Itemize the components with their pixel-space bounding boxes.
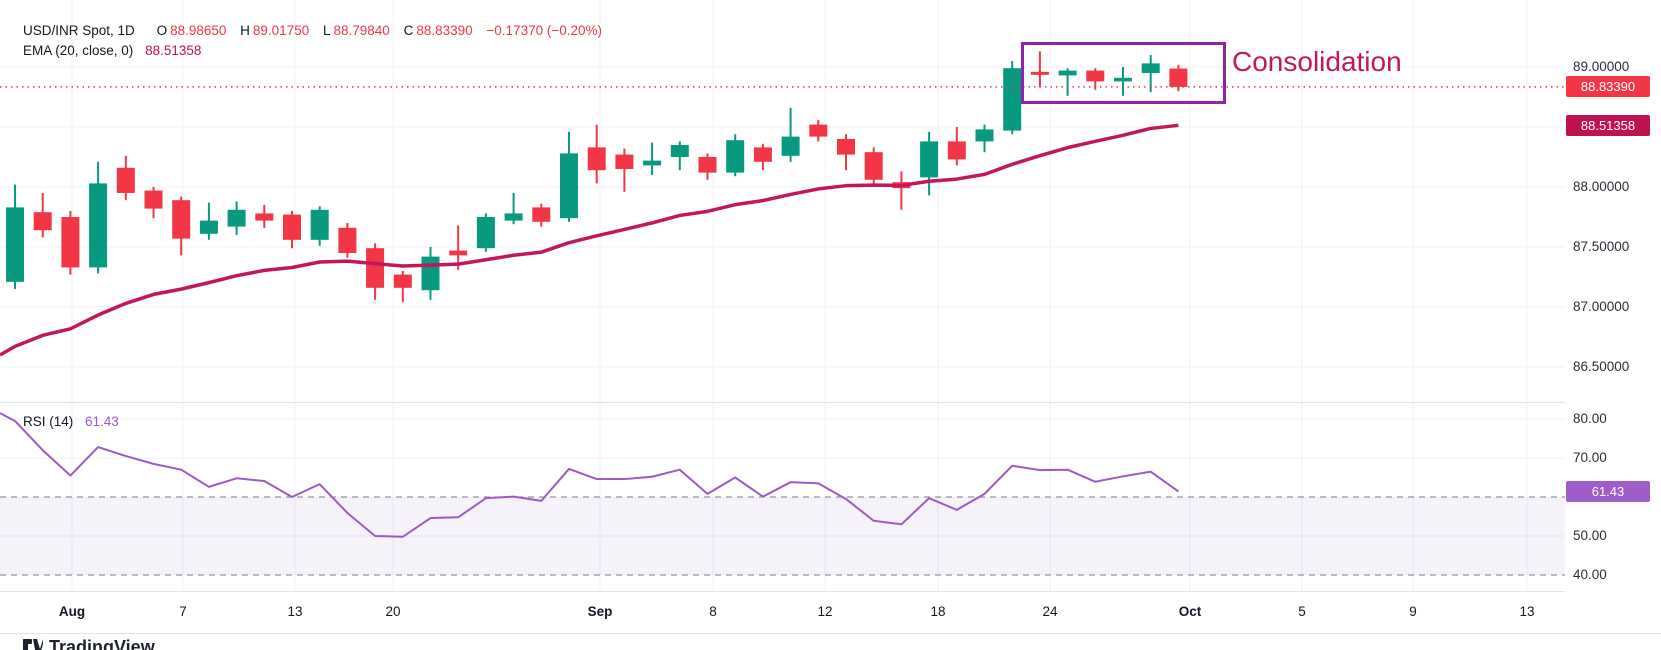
tradingview-watermark[interactable]: TradingView [23,637,155,650]
candle-body [781,136,800,156]
candle-body [670,145,689,157]
candle-body [1003,68,1022,131]
rsi-value: 61.43 [85,414,119,429]
time-axis-label: Aug [58,604,86,619]
ema-line [0,123,1179,357]
candle-body [837,139,855,155]
candle-body [255,213,274,221]
chart-bottom-border [0,633,1661,634]
candle-body [116,167,135,193]
candle-body [698,157,717,173]
time-axis-label: 8 [709,604,717,619]
time-axis-label: 12 [817,604,833,619]
candle-body [1086,70,1105,82]
candle-body [61,217,80,268]
price-tick-label: 87.50000 [1573,239,1630,254]
candle-body [476,217,495,249]
candle-body [283,214,301,240]
ema-legend-row[interactable]: EMA (20, close, 0) 88.51358 [23,43,201,58]
candle-body [1114,77,1132,82]
candle-body [560,153,578,219]
ohlc-open: O 88.98650 [156,23,227,38]
rsi-band-shading [0,497,1565,575]
price-tick-label: 87.00000 [1573,299,1630,314]
price-axis[interactable]: 88.83390 88.51358 61.43 89.00000 88.00000… [1565,0,1661,633]
rsi-label: RSI (14) [23,414,74,429]
candle-body [504,213,523,221]
pane-separator[interactable] [0,402,1661,403]
candle-body [532,207,551,222]
time-axis[interactable]: Aug 7 13 20 Sep 8 12 18 24 Oct 5 9 13 [0,591,1661,633]
candle-body [753,147,772,162]
candle-body [199,220,218,234]
candle-body [421,256,440,291]
candle-body [726,140,745,173]
candle-body [393,274,412,288]
ohlc-low: L 88.79840 [322,23,390,38]
candle-body [227,209,246,227]
candle-body [1141,63,1160,73]
candle-body [947,141,966,160]
ema-label: EMA (20, close, 0) [23,43,134,58]
time-axis-label: 20 [385,604,401,619]
time-axis-label: 5 [1298,604,1306,619]
rsi-tick-label: 80.00 [1573,411,1607,426]
symbol-title[interactable]: USD/INR Spot, 1D [23,23,135,38]
time-axis-separator [0,591,1661,592]
candle-body [33,212,52,231]
time-axis-label: 7 [179,604,187,619]
candle-body [1058,70,1077,76]
symbol-legend-row[interactable]: USD/INR Spot, 1D O 88.98650 H 89.01750 L 88… [23,23,602,38]
time-axis-label: 13 [1519,604,1535,619]
price-tick-label: 86.50000 [1573,359,1630,374]
candle-body [975,129,994,142]
ohlc-high: H 89.01750 [240,23,310,38]
ema-value: 88.51358 [145,43,202,58]
candle-body [809,124,828,137]
time-axis-label: 18 [930,604,946,619]
candle-body [144,190,163,209]
candle-body [310,209,329,240]
candle-body [615,154,634,169]
price-tick-label: 88.00000 [1573,179,1630,194]
consolidation-box-drawing[interactable] [1021,42,1226,104]
ohlc-close: C 88.83390 [403,23,473,38]
candle-body [1030,71,1049,75]
rsi-tick-label: 50.00 [1573,528,1607,543]
candle-body [89,183,108,268]
price-tick-label: 89.00000 [1573,59,1630,74]
price-change: −0.17370 (−0.20%) [486,23,602,38]
time-axis-label: Sep [587,604,613,619]
rsi-value-badge: 61.43 [1566,480,1650,502]
candle-body [920,141,939,178]
time-axis-label: 13 [287,604,303,619]
rsi-tick-label: 40.00 [1573,567,1607,582]
candle-body [1169,68,1188,87]
candle-body [587,147,606,171]
tradingview-logo-icon [23,639,43,650]
time-axis-label: Oct [1178,604,1202,619]
last-price-badge: 88.83390 [1566,76,1650,98]
rsi-line [0,412,1179,538]
consolidation-label[interactable]: Consolidation [1232,46,1402,77]
tradingview-logo-text: TradingView [49,637,155,650]
chart-canvas[interactable] [0,0,1565,633]
candle-body [864,152,883,180]
candle-body [643,160,662,166]
candle-body [449,250,468,256]
rsi-legend-row[interactable]: RSI (14) 61.43 [23,414,119,429]
candle-body [366,248,385,288]
rsi-tick-label: 70.00 [1573,450,1607,465]
time-axis-label: 9 [1409,604,1417,619]
candle-body [338,227,357,253]
ema-value-badge: 88.51358 [1566,114,1650,136]
candle-body [6,207,24,282]
candle-body [172,200,191,239]
time-axis-label: 24 [1042,604,1058,619]
